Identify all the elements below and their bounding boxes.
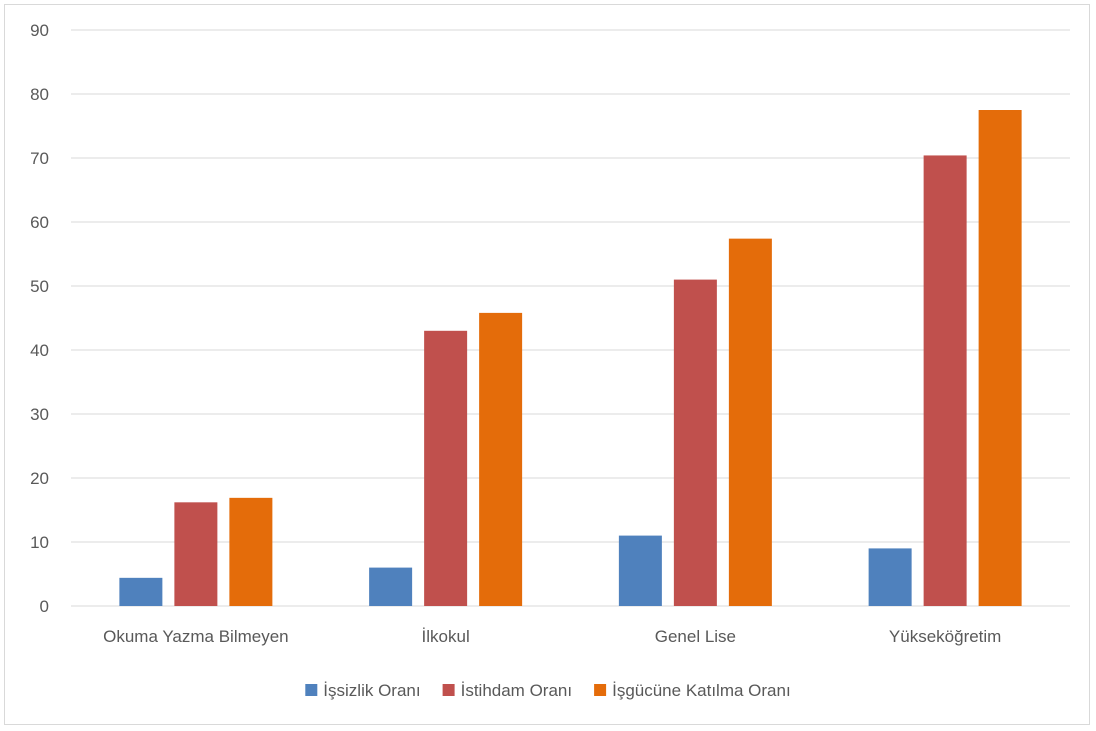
y-tick-label: 0 [40, 597, 49, 616]
y-tick-label: 40 [30, 341, 49, 360]
x-tick-label: Genel Lise [655, 627, 736, 646]
bar [369, 567, 413, 606]
y-tick-label: 90 [30, 21, 49, 40]
chart-frame: 0 10 20 30 40 50 60 70 80 90 Okuma Yazma Bilmeyen… [4, 4, 1090, 725]
x-axis-labels: Okuma Yazma Bilmeyen İlkokul Genel Lise Yük… [103, 627, 1001, 646]
bar [229, 497, 273, 606]
x-tick-label: İlkokul [422, 627, 470, 646]
bar [424, 330, 468, 606]
legend: İşsizlik Oranı İstihdam Oranı İşgücüne Kat… [305, 681, 791, 700]
grid-lines [71, 29, 1070, 607]
y-tick-label: 50 [30, 277, 49, 296]
y-tick-label: 60 [30, 213, 49, 232]
x-tick-label: Yükseköğretim [889, 627, 1001, 646]
legend-label: İstihdam Oranı [461, 681, 573, 700]
bar [923, 155, 967, 606]
bar [868, 548, 912, 606]
bar [673, 279, 717, 606]
y-axis-ticks: 0 10 20 30 40 50 60 70 80 90 [30, 21, 49, 616]
y-tick-label: 10 [30, 533, 49, 552]
x-tick-label: Okuma Yazma Bilmeyen [103, 627, 289, 646]
legend-swatch [594, 684, 607, 696]
y-tick-label: 70 [30, 149, 49, 168]
bar [978, 110, 1022, 606]
bar [618, 535, 662, 606]
bar-chart: 0 10 20 30 40 50 60 70 80 90 Okuma Yazma Bilmeyen… [30, 21, 1070, 700]
bar [174, 502, 218, 606]
legend-swatch [442, 684, 455, 696]
legend-swatch [305, 684, 318, 696]
bar [119, 577, 163, 606]
bar [479, 312, 523, 606]
y-tick-label: 80 [30, 85, 49, 104]
bars [119, 110, 1022, 606]
y-tick-label: 30 [30, 405, 49, 424]
legend-label: İşsizlik Oranı [323, 681, 420, 700]
bar [728, 238, 772, 606]
y-tick-label: 20 [30, 469, 49, 488]
legend-label: İşgücüne Katılma Oranı [612, 681, 791, 700]
